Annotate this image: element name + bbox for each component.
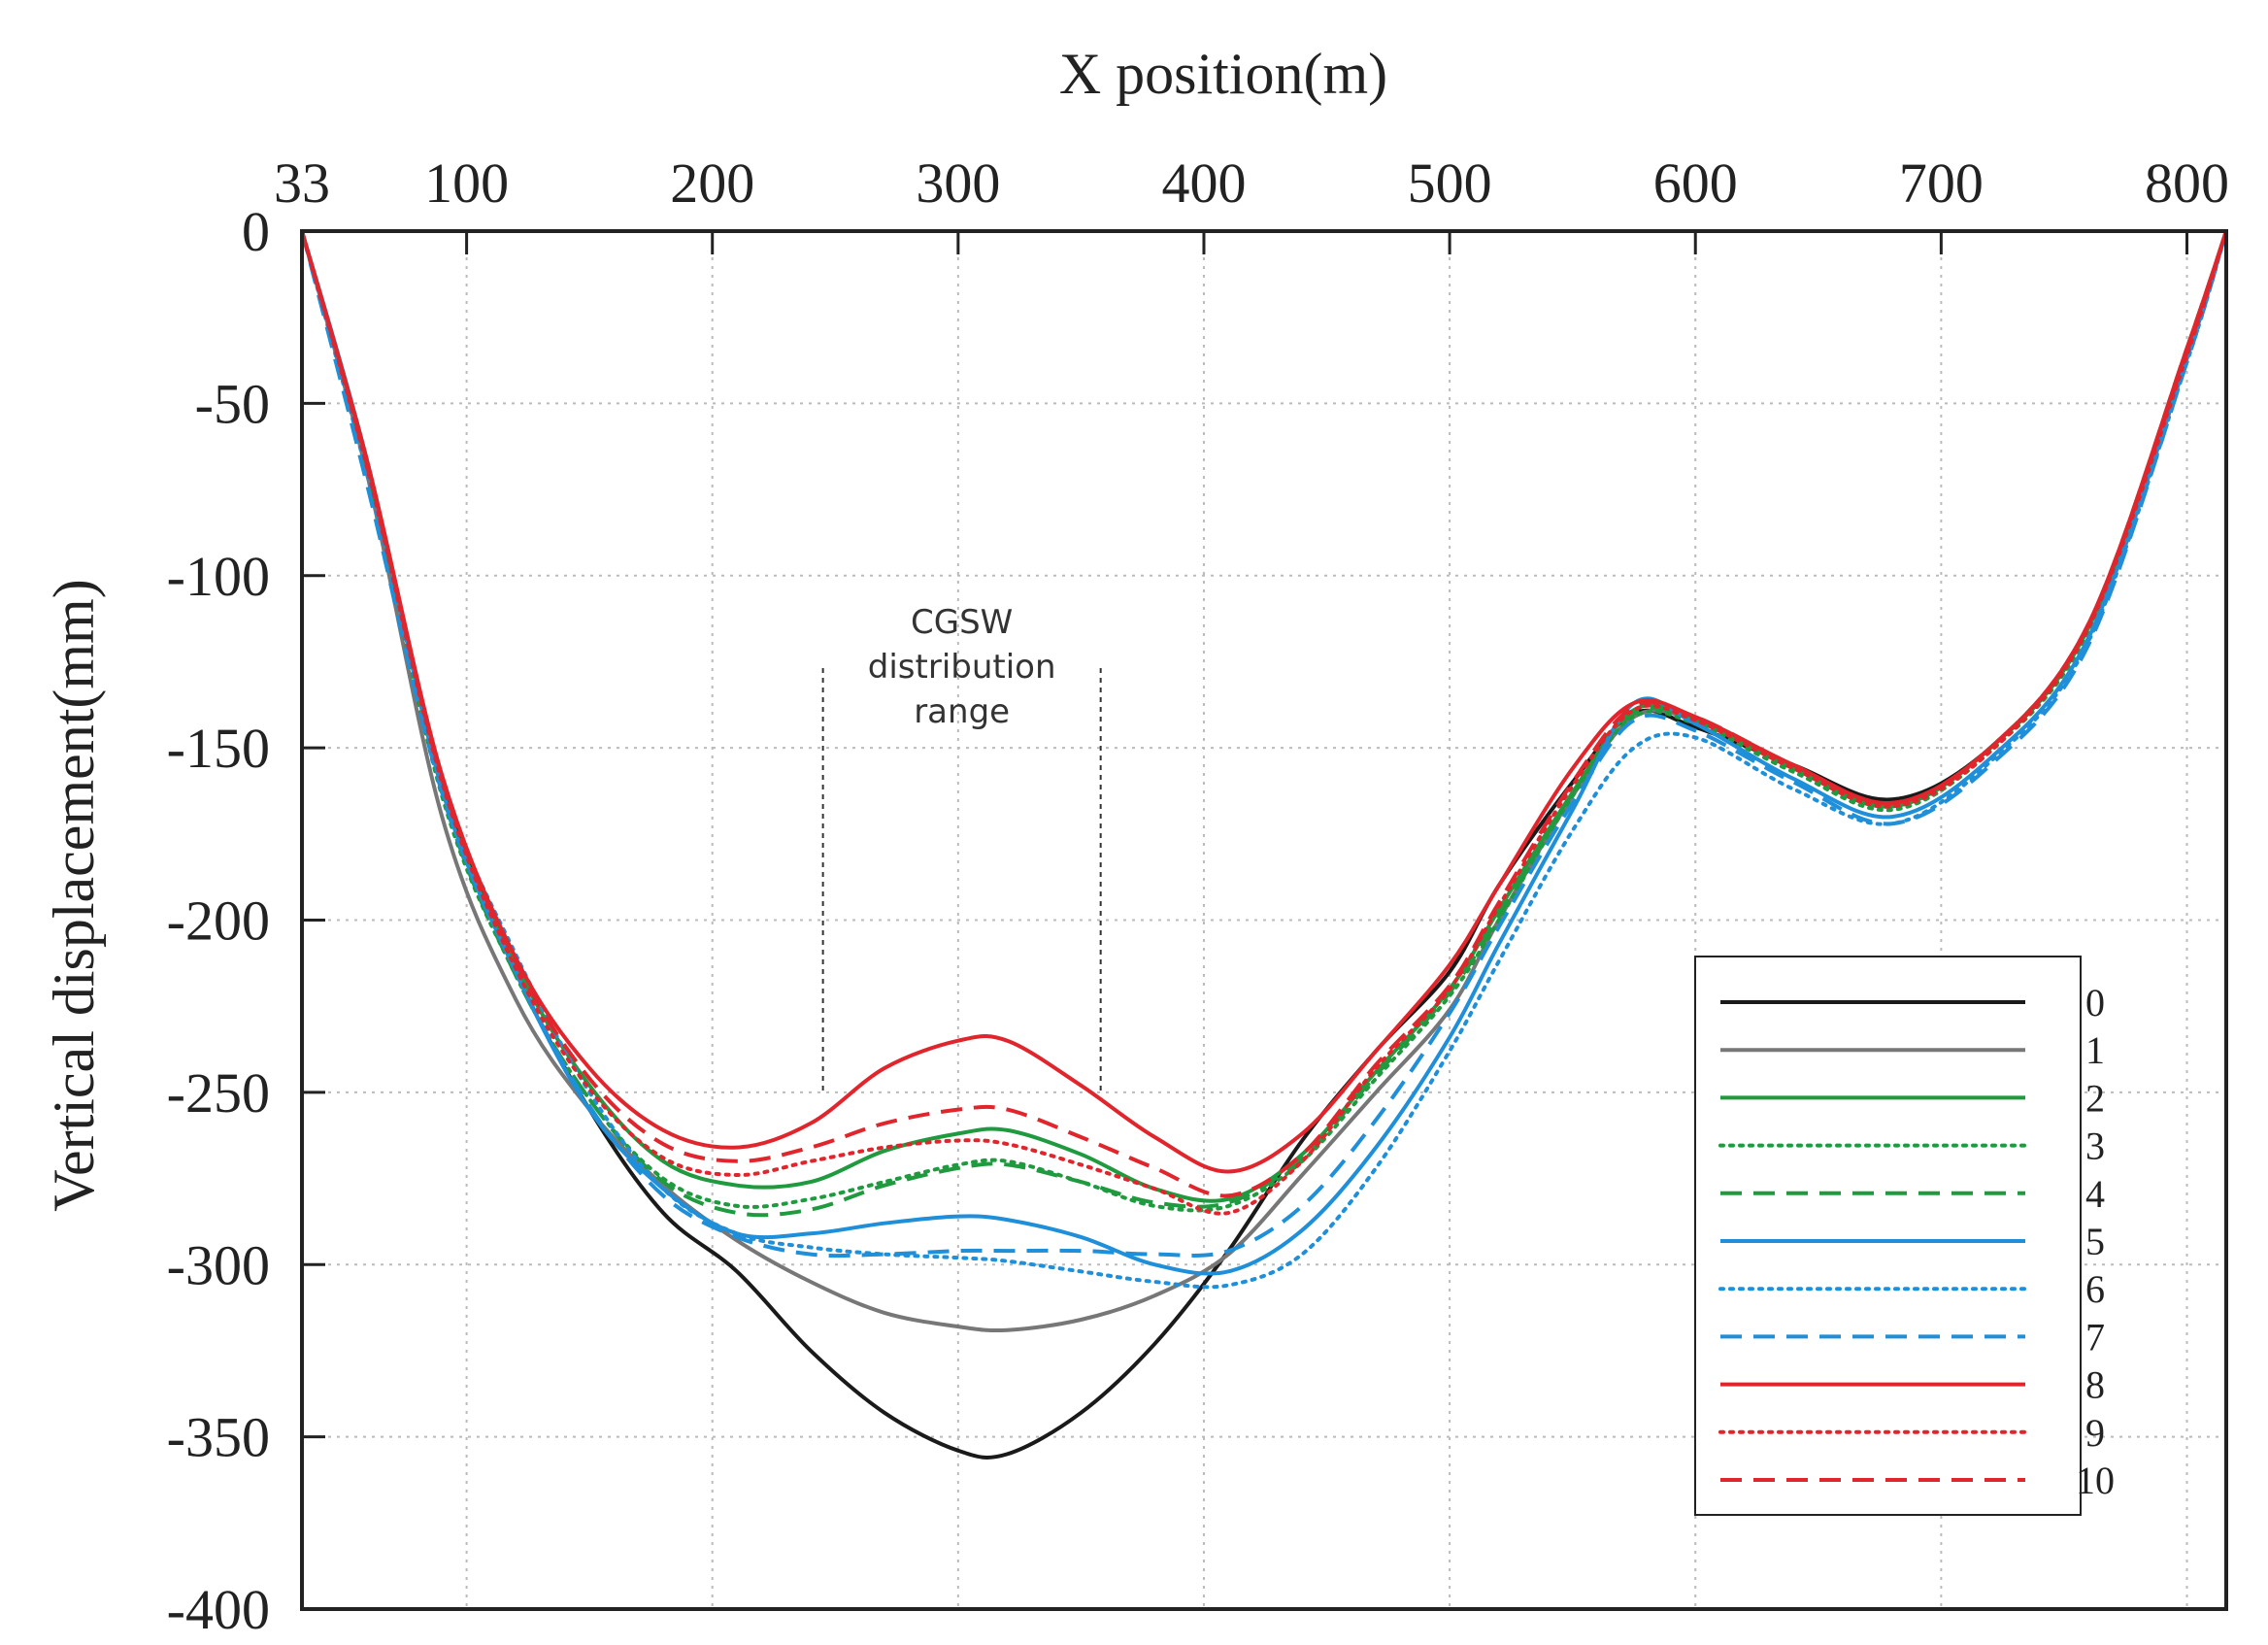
y-axis-title: Vertical displacement(mm) [42, 579, 106, 1211]
legend-item: 3 [1718, 1125, 2105, 1168]
y-tick-label: -300 [167, 1233, 270, 1296]
legend-item: 4 [1720, 1172, 2105, 1216]
x-tick-label: 300 [916, 151, 1000, 215]
legend-label: 2 [2085, 1076, 2105, 1120]
legend-label: 3 [2085, 1125, 2105, 1168]
legend-label: 0 [2085, 981, 2105, 1024]
series-line-9 [300, 229, 2228, 1216]
y-tick-label: -150 [167, 717, 270, 780]
series-line-4 [300, 230, 2228, 1218]
series-line-7 [300, 230, 2228, 1259]
y-tick-label: -250 [167, 1061, 270, 1125]
cgsw-annotation: CGSW distribution range [821, 603, 1102, 1095]
legend-label: 1 [2085, 1028, 2105, 1072]
x-tick-label: 100 [424, 151, 509, 215]
legend-label: 9 [2085, 1411, 2105, 1455]
legend-label: 10 [2076, 1459, 2115, 1502]
y-tick-label: -50 [195, 372, 270, 435]
x-tick-label: 400 [1161, 151, 1246, 215]
legend-label: 8 [2085, 1363, 2105, 1407]
legend-item: 8 [1720, 1363, 2105, 1407]
x-tick-label: 200 [670, 151, 754, 215]
y-tick-label: 0 [242, 200, 270, 263]
annotation-text-line: CGSW [911, 603, 1013, 642]
legend-item: 6 [1718, 1267, 2105, 1311]
y-tick-label: -200 [167, 890, 270, 953]
x-tick-label: 700 [1899, 151, 1984, 215]
series-line-2 [300, 230, 2228, 1203]
grid-lines [302, 231, 2226, 1609]
legend-item: 0 [1720, 981, 2105, 1024]
legend-item: 10 [1720, 1459, 2115, 1502]
y-tick-label: -400 [167, 1578, 270, 1641]
x-tick-label: 600 [1653, 151, 1738, 215]
x-tick-label: 33 [274, 151, 330, 215]
series-line-10 [300, 230, 2228, 1198]
series-line-3 [300, 229, 2228, 1213]
legend-label: 4 [2085, 1172, 2105, 1216]
series-lines [300, 229, 2228, 1460]
legend-label: 6 [2085, 1267, 2105, 1311]
x-axis-title: X position(m) [1059, 42, 1387, 106]
y-tick-label: -350 [167, 1406, 270, 1469]
legend-item: 1 [1720, 1028, 2105, 1072]
x-tick-label: 500 [1408, 151, 1492, 215]
legend-label: 5 [2085, 1220, 2105, 1263]
y-axis-ticks: 0 -50 -100 -150 -200 -250 -300 -350 -400 [167, 200, 325, 1641]
legend-item: 5 [1720, 1220, 2105, 1263]
legend-item: 7 [1720, 1315, 2105, 1359]
annotation-text-line: distribution [868, 648, 1056, 687]
x-tick-label: 800 [2145, 151, 2229, 215]
legend-label: 7 [2085, 1315, 2105, 1359]
annotation-text-line: range [914, 692, 1010, 731]
x-axis-ticks: 33 100 200 300 400 500 600 700 800 [274, 151, 2229, 254]
legend-item: 9 [1718, 1411, 2105, 1455]
legend-item: 2 [1720, 1076, 2105, 1120]
y-tick-label: -100 [167, 545, 270, 608]
